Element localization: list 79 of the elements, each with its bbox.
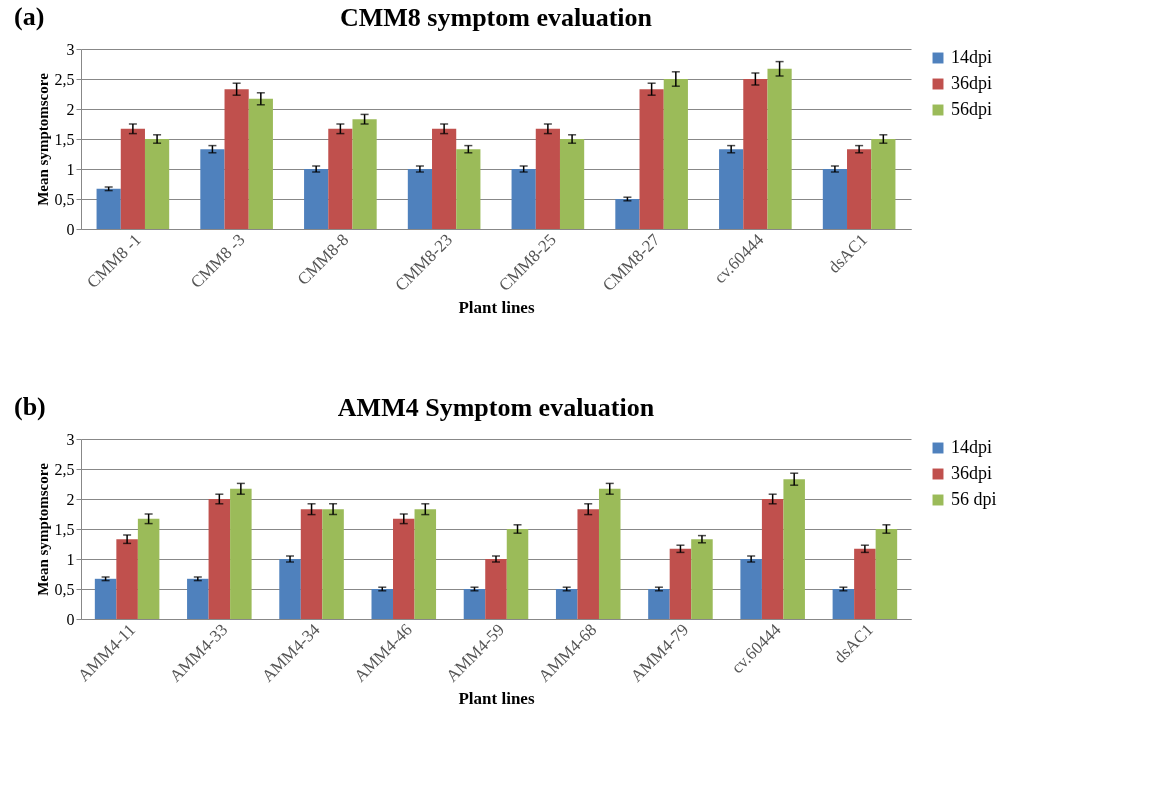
bar xyxy=(322,509,344,619)
bar xyxy=(352,119,377,229)
legend-label: 14dpi xyxy=(951,437,993,457)
bar xyxy=(187,578,209,619)
bar xyxy=(144,139,170,229)
y-tick-label: 3 xyxy=(66,430,75,448)
bar xyxy=(407,169,433,229)
legend-label: 56dpi xyxy=(951,99,993,119)
text: (a) xyxy=(14,2,45,32)
bar xyxy=(506,529,529,619)
y-tick-label: 1,5 xyxy=(54,520,75,538)
bar xyxy=(279,559,301,619)
text: (b) xyxy=(14,392,46,422)
bar xyxy=(137,518,160,619)
bar xyxy=(456,149,481,229)
bar xyxy=(248,98,273,229)
bar xyxy=(639,89,664,229)
y-tick-label: 2 xyxy=(66,490,75,508)
legend-label: 14dpi xyxy=(951,47,993,67)
bar xyxy=(761,499,784,619)
bar xyxy=(371,589,394,619)
y-tick-label: 2,5 xyxy=(54,70,75,88)
y-tick-label: 1,5 xyxy=(54,130,75,148)
bar xyxy=(822,169,848,229)
bar xyxy=(847,149,872,229)
y-tick-label: 3 xyxy=(66,40,75,58)
bar xyxy=(463,589,486,619)
bar xyxy=(116,539,138,619)
y-tick-label: 0 xyxy=(66,610,75,628)
y-tick-label: 1 xyxy=(66,550,75,568)
bar xyxy=(663,79,688,229)
bar xyxy=(96,188,121,229)
chart-title: AMM4 Symptom evaluation xyxy=(337,393,655,422)
bar xyxy=(94,578,117,619)
bar xyxy=(120,128,145,229)
bar xyxy=(555,589,578,619)
x-axis-title: Plant lines xyxy=(458,298,535,318)
bar xyxy=(783,479,805,619)
y-tick-label: 0,5 xyxy=(54,580,75,598)
y-axis-title: Mean symptomscore xyxy=(34,462,51,596)
bar xyxy=(743,79,768,229)
y-tick-label: 2,5 xyxy=(54,460,75,478)
y-tick-label: 1 xyxy=(66,160,75,178)
bar xyxy=(432,128,457,229)
bar xyxy=(832,589,855,619)
bar xyxy=(393,518,415,619)
bar xyxy=(691,539,713,619)
bar xyxy=(485,559,507,619)
bar xyxy=(304,169,329,229)
y-tick-label: 2 xyxy=(66,100,75,118)
bar xyxy=(328,128,353,229)
bar xyxy=(719,149,744,229)
bar xyxy=(230,488,252,619)
bar xyxy=(300,509,323,619)
legend-label: 36dpi xyxy=(951,463,993,483)
y-axis-title: Mean symptomscore xyxy=(34,72,51,206)
bar xyxy=(875,529,898,619)
bar xyxy=(854,548,876,619)
bar xyxy=(669,548,692,619)
bar xyxy=(648,589,670,619)
x-axis-title: Plant lines xyxy=(458,688,535,708)
bar xyxy=(535,128,560,229)
bar xyxy=(598,488,621,619)
bar xyxy=(224,89,249,229)
bar xyxy=(871,139,896,229)
legend-label: 56 dpi xyxy=(951,489,997,509)
y-tick-label: 0 xyxy=(66,220,75,238)
bar xyxy=(577,509,599,619)
bar xyxy=(615,199,640,229)
bar xyxy=(511,169,536,229)
bar xyxy=(559,139,585,229)
y-tick-label: 0,5 xyxy=(54,190,75,208)
bar xyxy=(414,509,437,619)
chart-title: CMM8 symptom evaluation xyxy=(340,3,653,32)
bar xyxy=(740,559,762,619)
bar xyxy=(208,499,231,619)
legend-label: 36dpi xyxy=(951,73,993,93)
bar xyxy=(767,68,792,229)
bar xyxy=(200,149,225,229)
